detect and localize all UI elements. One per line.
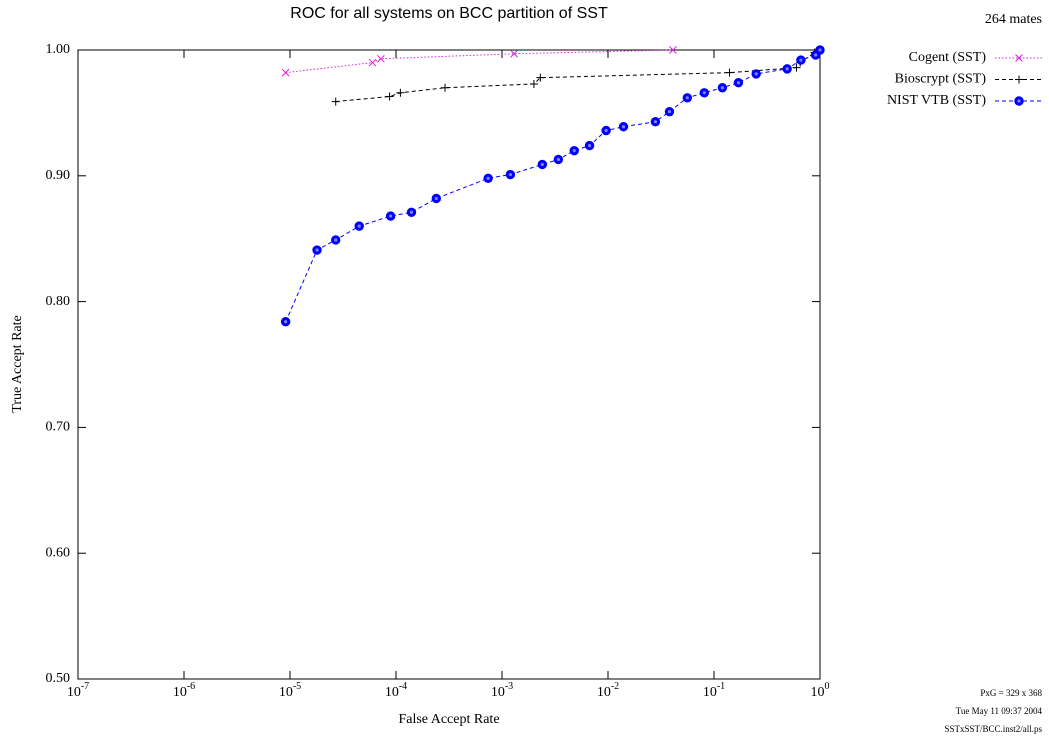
marker-core <box>587 144 592 148</box>
marker-core <box>653 120 657 124</box>
marker-core <box>334 238 338 242</box>
x-tick-label: 10-7 <box>67 681 89 700</box>
marker-core <box>604 128 608 133</box>
marker-core <box>556 157 560 162</box>
marker-core <box>540 162 544 167</box>
marker-core <box>284 320 288 324</box>
marker-core <box>1017 99 1021 103</box>
data-point <box>733 78 744 88</box>
x-tick-label: 100 <box>811 681 830 700</box>
marker-core <box>409 210 414 214</box>
data-point <box>377 54 385 63</box>
marker-core <box>799 58 803 62</box>
series-line <box>285 49 673 74</box>
x-axis-title: False Accept Rate <box>398 712 499 727</box>
x-tick-label: 10-1 <box>703 681 725 700</box>
data-point <box>717 83 728 93</box>
data-point <box>669 46 677 54</box>
data-point <box>664 106 675 117</box>
data-point <box>536 73 545 82</box>
y-tick-label: 1.00 <box>46 42 71 57</box>
marker-core <box>357 224 361 228</box>
marker-core <box>702 91 706 95</box>
x-tick-label: 10-3 <box>491 681 513 700</box>
marker-core <box>508 172 512 177</box>
marker-core <box>572 149 576 153</box>
marker-core <box>434 196 438 201</box>
y-tick-label: 0.90 <box>46 168 71 183</box>
chart-title: ROC for all systems on BCC partition of … <box>290 5 608 22</box>
data-point <box>725 68 734 77</box>
annotation: PxG = 329 x 368 <box>980 688 1042 698</box>
y-tick-label: 0.50 <box>46 671 71 686</box>
data-point <box>406 207 417 217</box>
data-point <box>815 45 825 55</box>
marker-core <box>621 125 626 129</box>
data-point <box>510 49 518 58</box>
data-point <box>431 193 442 204</box>
x-tick-label: 10-5 <box>279 681 301 700</box>
series-line <box>285 49 821 322</box>
data-point <box>441 83 450 92</box>
legend-marker <box>1015 75 1023 84</box>
y-axis-title: True Accept Rate <box>10 315 25 412</box>
data-point <box>796 55 806 65</box>
data-point <box>385 211 396 221</box>
marker-core <box>720 86 724 90</box>
data-point <box>280 317 291 327</box>
data-point <box>601 125 611 136</box>
series-line <box>335 49 821 103</box>
data-point <box>281 68 290 77</box>
data-point <box>782 64 792 74</box>
data-point <box>618 122 629 132</box>
legend-marker <box>1015 54 1023 62</box>
data-point <box>792 63 801 72</box>
marker-core <box>667 110 672 114</box>
data-point <box>553 154 564 165</box>
marker-core <box>315 248 319 252</box>
data-point <box>354 221 364 231</box>
data-point <box>368 58 377 67</box>
marker-core <box>818 48 822 52</box>
legend-label: Bioscrypt (SST) <box>895 72 987 87</box>
plot-frame <box>77 49 821 680</box>
marker-core <box>486 176 490 180</box>
annotation: 264 mates <box>985 12 1042 27</box>
data-point <box>682 93 693 103</box>
legend-label: Cogent (SST) <box>909 50 987 65</box>
data-point <box>537 159 548 170</box>
marker-core <box>754 72 758 76</box>
marker-core <box>736 81 741 85</box>
marker-core <box>814 53 818 57</box>
marker-core <box>785 67 789 71</box>
data-point <box>505 169 516 180</box>
data-point <box>529 79 538 88</box>
data-point <box>385 92 394 101</box>
data-point <box>751 69 761 79</box>
y-tick-label: 0.60 <box>46 545 71 560</box>
y-tick-label: 0.80 <box>46 294 71 309</box>
data-point <box>650 117 661 127</box>
x-tick-label: 10-2 <box>597 681 619 700</box>
legend-label: NIST VTB (SST) <box>887 93 986 108</box>
annotation: Tue May 11 09:37 2004 <box>956 706 1043 716</box>
y-tick-label: 0.70 <box>46 420 71 435</box>
data-point <box>331 97 340 106</box>
marker-core <box>389 214 393 218</box>
data-point <box>569 145 579 156</box>
data-point <box>312 245 322 255</box>
data-point <box>483 173 493 184</box>
data-point <box>699 88 709 98</box>
annotation: SSTxSST/BCC.inst2/all.ps <box>944 724 1042 734</box>
x-tick-label: 10-6 <box>173 681 195 700</box>
legend-marker <box>1014 96 1024 106</box>
data-point <box>331 235 341 245</box>
marker-core <box>685 96 689 100</box>
data-point <box>396 88 405 97</box>
data-point <box>584 140 595 151</box>
x-tick-label: 10-4 <box>385 681 407 700</box>
